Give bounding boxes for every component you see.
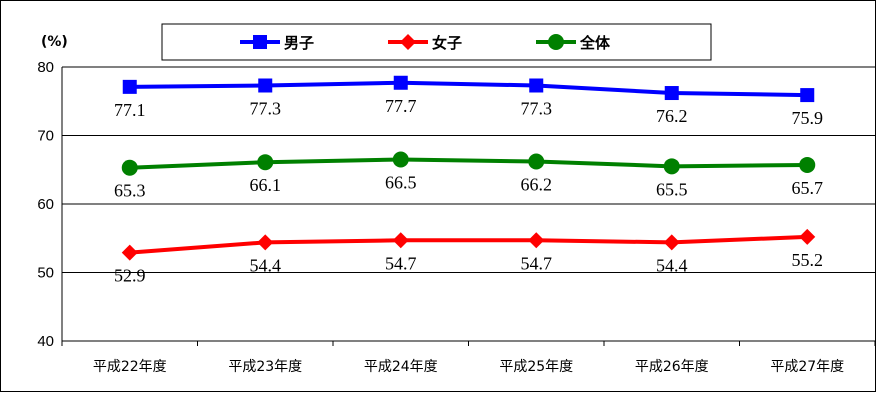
data-label: 55.2 <box>792 250 824 270</box>
data-point-circle <box>257 154 274 171</box>
data-point-diamond <box>257 234 274 251</box>
data-label: 54.4 <box>656 255 688 275</box>
gridlines <box>62 66 875 273</box>
data-point-square <box>253 35 267 49</box>
data-point-square <box>664 86 679 101</box>
data-label: 77.3 <box>521 98 553 118</box>
legend-label: 全体 <box>579 34 611 52</box>
data-label: 66.1 <box>250 175 282 195</box>
data-point-diamond <box>663 234 680 251</box>
data-label: 66.2 <box>521 175 553 195</box>
data-label: 54.4 <box>250 255 282 275</box>
x-category-label: 平成23年度 <box>228 359 302 375</box>
legend-label: 男子 <box>284 34 314 52</box>
data-point-square <box>800 88 815 103</box>
data-labels: 77.1 77.3 77.7 77.3 76.2 75.9 52.9 54.4 54.7 54.7… <box>114 96 823 286</box>
x-category-label: 平成24年度 <box>364 359 438 375</box>
x-category-label: 平成26年度 <box>635 359 709 375</box>
data-label: 52.9 <box>114 266 146 286</box>
data-point-square <box>529 78 544 93</box>
axes <box>61 67 876 346</box>
data-point-circle <box>548 34 564 50</box>
data-label: 77.3 <box>250 98 282 118</box>
legend-label: 女子 <box>432 34 462 52</box>
x-category-labels: 平成22年度 平成23年度 平成24年度 平成25年度 平成26年度 平成27年度 <box>93 359 844 375</box>
data-point-diamond <box>392 232 409 249</box>
y-tick-labels: 80 70 60 50 40 <box>37 59 54 350</box>
series-line-男子 <box>129 80 808 98</box>
data-label: 75.9 <box>792 108 824 128</box>
data-label: 65.7 <box>792 178 824 198</box>
data-label: 77.1 <box>114 100 146 120</box>
series-lines <box>121 75 816 261</box>
y-tick-label: 50 <box>37 265 54 282</box>
data-point-square <box>393 75 408 90</box>
y-tick-label: 60 <box>37 196 54 213</box>
data-label: 77.7 <box>385 96 417 116</box>
data-point-circle <box>663 158 680 175</box>
series-line-全体 <box>129 157 808 170</box>
y-tick-label: 40 <box>37 333 54 350</box>
x-category-label: 平成25年度 <box>499 359 573 375</box>
series-line-女子 <box>129 234 808 255</box>
data-label: 54.7 <box>385 253 417 273</box>
x-category-label: 平成22年度 <box>93 359 167 375</box>
data-point-circle <box>392 151 409 168</box>
data-label: 54.7 <box>521 253 553 273</box>
data-label: 65.3 <box>114 181 146 201</box>
data-point-diamond <box>121 244 138 261</box>
data-label: 76.2 <box>656 106 688 126</box>
data-point-square <box>258 78 273 93</box>
data-label: 66.5 <box>385 172 417 192</box>
data-point-diamond <box>400 34 416 50</box>
data-point-diamond <box>528 232 545 249</box>
y-tick-label: 80 <box>37 59 54 76</box>
x-category-label: 平成27年度 <box>770 359 844 375</box>
data-point-circle <box>799 156 816 173</box>
data-point-circle <box>528 153 545 170</box>
data-point-square <box>122 79 137 94</box>
data-label: 65.5 <box>656 179 688 199</box>
y-tick-label: 70 <box>37 128 54 145</box>
legend: 男子 女子 全体 <box>161 23 712 61</box>
data-point-circle <box>121 159 138 176</box>
data-point-diamond <box>799 228 816 245</box>
y-unit-label: (%) <box>41 34 68 50</box>
